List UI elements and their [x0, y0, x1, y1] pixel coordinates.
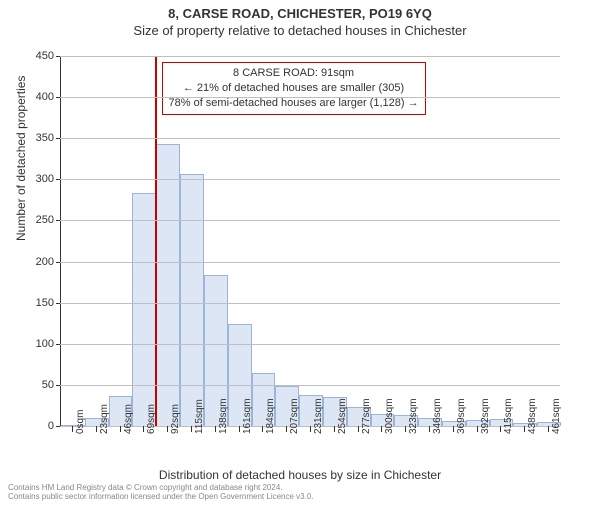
- gridline-h: [60, 138, 560, 139]
- histogram-bar: [156, 144, 178, 426]
- x-tick-mark: [167, 426, 168, 432]
- x-tick-mark: [524, 426, 525, 432]
- y-tick-label: 300: [4, 173, 54, 185]
- x-tick-label: 23sqm: [99, 404, 110, 434]
- x-tick-mark: [381, 426, 382, 432]
- y-tick-label: 150: [4, 297, 54, 309]
- gridline-h: [60, 97, 560, 98]
- x-tick-label: 323sqm: [408, 398, 419, 434]
- x-tick-mark: [286, 426, 287, 432]
- y-tick-label: 450: [4, 50, 54, 62]
- footer-attribution: Contains HM Land Registry data © Crown c…: [8, 483, 314, 502]
- x-tick-mark: [72, 426, 73, 432]
- y-tick-label: 50: [4, 379, 54, 391]
- x-tick-label: 369sqm: [456, 398, 467, 434]
- gridline-h: [60, 303, 560, 304]
- histogram-bar-fill: [180, 174, 204, 426]
- y-tick-label: 100: [4, 338, 54, 350]
- x-tick-mark: [310, 426, 311, 432]
- marker-vertical-line: [155, 56, 157, 426]
- y-tick-mark: [56, 426, 60, 427]
- y-tick-label: 200: [4, 256, 54, 268]
- footer-line-2: Contains public sector information licen…: [8, 492, 314, 502]
- annotation-line-2: ← 21% of detached houses are smaller (30…: [169, 81, 419, 96]
- page-title: 8, CARSE ROAD, CHICHESTER, PO19 6YQ: [0, 6, 600, 21]
- y-tick-mark: [56, 138, 60, 139]
- x-tick-mark: [262, 426, 263, 432]
- x-tick-label: 300sqm: [384, 398, 395, 434]
- x-tick-label: 92sqm: [170, 404, 181, 434]
- histogram-bar-fill: [156, 144, 180, 426]
- x-axis-label: Distribution of detached houses by size …: [0, 468, 600, 482]
- y-tick-mark: [56, 344, 60, 345]
- x-tick-mark: [500, 426, 501, 432]
- x-tick-mark: [215, 426, 216, 432]
- x-tick-label: 69sqm: [146, 404, 157, 434]
- x-tick-mark: [405, 426, 406, 432]
- y-tick-label: 350: [4, 132, 54, 144]
- x-tick-mark: [191, 426, 192, 432]
- y-tick-mark: [56, 220, 60, 221]
- x-tick-label: 115sqm: [194, 399, 205, 434]
- y-tick-mark: [56, 56, 60, 57]
- annotation-box: 8 CARSE ROAD: 91sqm ← 21% of detached ho…: [162, 62, 426, 115]
- x-tick-label: 461sqm: [551, 398, 562, 434]
- annotation-line-1: 8 CARSE ROAD: 91sqm: [169, 66, 419, 81]
- histogram-bar-fill: [132, 193, 156, 426]
- gridline-h: [60, 344, 560, 345]
- x-tick-label: 438sqm: [527, 398, 538, 434]
- y-tick-mark: [56, 97, 60, 98]
- y-tick-label: 0: [4, 420, 54, 432]
- x-tick-mark: [548, 426, 549, 432]
- y-tick-mark: [56, 385, 60, 386]
- gridline-h: [60, 179, 560, 180]
- x-tick-label: 415sqm: [503, 398, 514, 434]
- y-tick-mark: [56, 303, 60, 304]
- page-subtitle: Size of property relative to detached ho…: [0, 23, 600, 38]
- x-tick-mark: [429, 426, 430, 432]
- y-tick-mark: [56, 179, 60, 180]
- x-tick-label: 254sqm: [337, 398, 348, 434]
- x-tick-mark: [453, 426, 454, 432]
- x-tick-label: 161sqm: [242, 398, 253, 434]
- gridline-h: [60, 385, 560, 386]
- x-tick-label: 392sqm: [480, 398, 491, 434]
- x-tick-mark: [239, 426, 240, 432]
- y-tick-label: 400: [4, 91, 54, 103]
- x-tick-label: 231sqm: [313, 398, 324, 434]
- x-tick-mark: [143, 426, 144, 432]
- x-tick-mark: [358, 426, 359, 432]
- gridline-h: [60, 262, 560, 263]
- histogram-bar: [132, 193, 154, 426]
- x-tick-mark: [477, 426, 478, 432]
- x-tick-mark: [96, 426, 97, 432]
- x-tick-label: 277sqm: [361, 398, 372, 434]
- plot-area: 8 CARSE ROAD: 91sqm ← 21% of detached ho…: [60, 56, 560, 426]
- y-tick-label: 250: [4, 214, 54, 226]
- footer-line-1: Contains HM Land Registry data © Crown c…: [8, 483, 314, 493]
- x-tick-mark: [334, 426, 335, 432]
- x-tick-label: 346sqm: [432, 398, 443, 434]
- x-tick-label: 0sqm: [75, 410, 86, 434]
- x-tick-label: 184sqm: [265, 398, 276, 434]
- histogram-bar: [180, 174, 202, 426]
- x-tick-label: 138sqm: [218, 398, 229, 434]
- histogram-chart: 8 CARSE ROAD: 91sqm ← 21% of detached ho…: [60, 56, 560, 426]
- y-tick-mark: [56, 262, 60, 263]
- gridline-h: [60, 56, 560, 57]
- x-tick-mark: [120, 426, 121, 432]
- x-tick-label: 207sqm: [289, 398, 300, 434]
- x-tick-label: 46sqm: [123, 404, 134, 434]
- gridline-h: [60, 220, 560, 221]
